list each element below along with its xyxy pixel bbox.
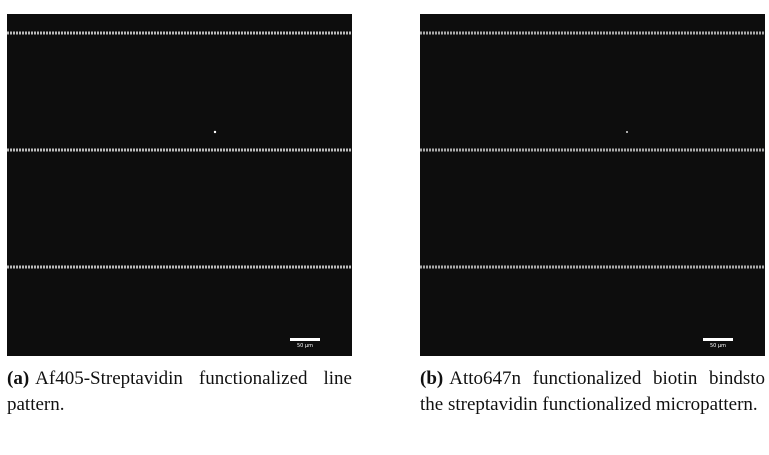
scale-bar — [703, 338, 733, 341]
caption-label: (b) — [420, 368, 443, 389]
caption-text: Af405-Streptavidin functionalized line p… — [7, 368, 352, 415]
scale-bar — [290, 338, 320, 341]
scale-bar-label: 50 µm — [710, 343, 726, 349]
caption-text: Atto647n functionalized biotin bindsto t… — [420, 368, 765, 415]
speck — [214, 131, 216, 133]
micrograph: 50 µm — [7, 14, 352, 356]
image-background — [7, 14, 352, 356]
scale-bar-label: 50 µm — [297, 343, 313, 349]
page: 50 µm 50 µm (a)Af405-Streptavidin functi… — [0, 0, 769, 455]
caption: (b)Atto647n functionalized biotin bindst… — [420, 366, 765, 418]
micrograph: 50 µm — [420, 14, 765, 356]
caption-label: (a) — [7, 368, 29, 389]
caption: (a)Af405-Streptavidin functionalized lin… — [7, 366, 352, 418]
image-background — [420, 14, 765, 356]
speck — [626, 131, 628, 133]
